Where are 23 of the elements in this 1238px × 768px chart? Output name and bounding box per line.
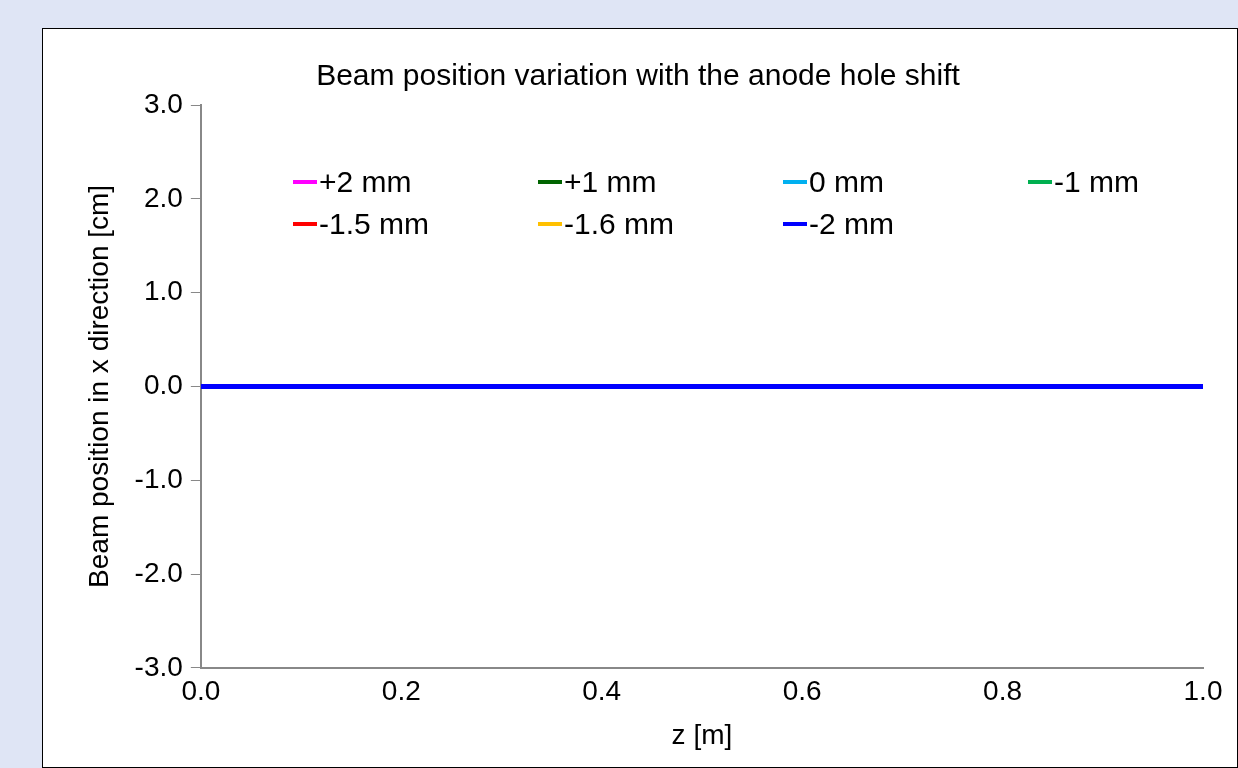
legend-label: -1 mm bbox=[1054, 165, 1139, 199]
x-tick-label: 0.2 bbox=[381, 675, 421, 707]
y-tick-label: -2.0 bbox=[134, 556, 183, 588]
legend-label: +1 mm bbox=[564, 165, 657, 199]
y-tick-label: 3.0 bbox=[143, 87, 183, 119]
legend-label: -2 mm bbox=[809, 207, 894, 241]
x-tick-label: 0.4 bbox=[582, 675, 622, 707]
y-tick-label: 1.0 bbox=[143, 275, 183, 307]
y-tick-label: -3.0 bbox=[134, 650, 183, 682]
chart-title: Beam position variation with the anode hole shift bbox=[316, 58, 961, 92]
x-tick-label: 0.8 bbox=[983, 675, 1023, 707]
y-tick-label: -1.0 bbox=[134, 462, 183, 494]
x-axis-title: z [m] bbox=[671, 718, 733, 750]
x-tick-label: 1.0 bbox=[1183, 675, 1223, 707]
legend-label: -1.5 mm bbox=[319, 207, 430, 241]
x-tick-label: 0.6 bbox=[782, 675, 822, 707]
y-tick-label: 0.0 bbox=[143, 369, 183, 401]
y-tick-label: 2.0 bbox=[143, 181, 183, 213]
legend-label: +2 mm bbox=[319, 165, 412, 199]
y-axis-title: Beam position in x direction [cm] bbox=[82, 184, 114, 588]
legend-label: -1.6 mm bbox=[564, 207, 675, 241]
legend-label: 0 mm bbox=[809, 165, 884, 199]
x-tick-label: 0.0 bbox=[181, 675, 221, 707]
